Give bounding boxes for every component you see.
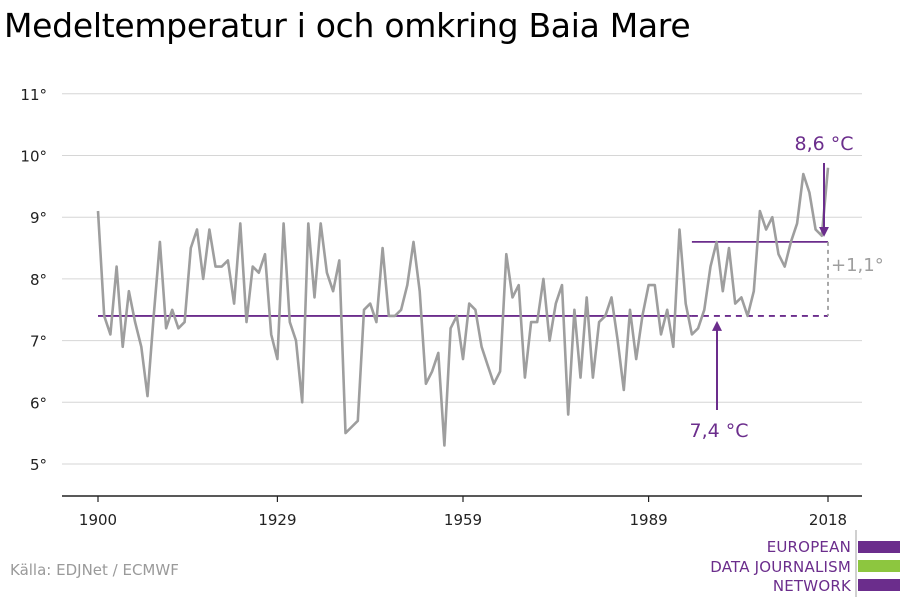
y-tick-label: 5° [30, 456, 47, 474]
x-tick-label: 1989 [629, 511, 667, 529]
logo-bar-purple-top [858, 541, 900, 553]
y-tick-label: 8° [30, 271, 47, 289]
logo-divider [855, 530, 857, 597]
annotations: 7,4 °C 8,6 °C +1,1° [689, 133, 883, 442]
logo-bar-green [858, 560, 900, 572]
temperature-series-line [96, 167, 830, 447]
y-axis-labels: 5° 6° 7° 8° 9° 10° 11° [20, 86, 47, 474]
logo-line-2: DATA JOURNALISM [710, 558, 851, 576]
y-tick-label: 11° [20, 86, 47, 104]
logo-bar-purple-bottom [858, 579, 900, 591]
x-tick-label: 1929 [258, 511, 296, 529]
baseline-mean-label: 7,4 °C [689, 420, 748, 442]
x-tick-label: 1959 [444, 511, 482, 529]
y-tick-label: 10° [20, 148, 47, 166]
x-axis: 1900 1929 1959 1989 2018 [62, 495, 862, 529]
y-tick-label: 6° [30, 394, 47, 412]
chart-title: Medeltemperatur i och omkring Baia Mare [4, 6, 691, 45]
logo-line-3: NETWORK [772, 577, 851, 595]
x-tick-label: 1900 [79, 511, 117, 529]
recent-mean-label: 8,6 °C [794, 133, 853, 155]
series-line [96, 167, 830, 447]
logo-line-1: EUROPEAN [766, 538, 851, 556]
source-note: Källa: EDJNet / ECMWF [10, 561, 179, 579]
grid-lines [62, 93, 862, 465]
edjnet-logo: EUROPEAN DATA JOURNALISM NETWORK [700, 530, 900, 600]
difference-label: +1,1° [831, 255, 884, 276]
y-tick-label: 7° [30, 333, 47, 351]
x-tick-label: 2018 [809, 511, 847, 529]
y-tick-label: 9° [30, 209, 47, 227]
